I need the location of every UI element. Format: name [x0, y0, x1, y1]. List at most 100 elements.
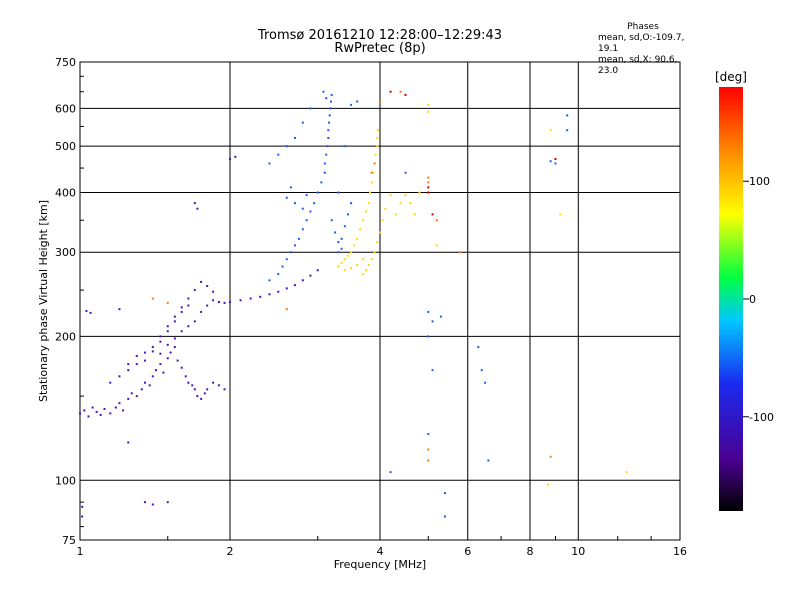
data-point	[379, 231, 381, 234]
data-point	[376, 145, 379, 148]
data-point	[301, 121, 304, 124]
data-point	[399, 90, 402, 93]
data-point	[427, 432, 430, 435]
y-tick-label: 400	[55, 186, 76, 199]
x-tick-label: 2	[227, 545, 234, 558]
data-point	[340, 237, 343, 240]
data-point	[143, 501, 146, 504]
data-point	[325, 153, 328, 156]
data-point	[193, 289, 196, 292]
data-point	[376, 241, 379, 244]
y-tick-label: 500	[55, 140, 76, 153]
data-point	[320, 181, 323, 184]
data-point	[234, 155, 237, 158]
data-point	[268, 279, 271, 282]
data-point	[376, 129, 379, 132]
data-point	[81, 515, 84, 518]
data-point	[316, 191, 319, 194]
data-point	[293, 137, 296, 140]
data-point	[143, 381, 146, 384]
data-point	[127, 363, 130, 366]
data-point	[301, 207, 304, 210]
data-point	[427, 310, 430, 313]
data-point	[549, 160, 552, 163]
data-point	[297, 237, 300, 240]
data-point	[356, 264, 359, 267]
data-point	[625, 471, 628, 474]
data-point	[389, 471, 392, 474]
data-point	[212, 299, 215, 302]
y-tick-label: 600	[55, 102, 76, 115]
data-point	[350, 267, 353, 270]
data-point	[159, 340, 162, 343]
data-point	[173, 337, 176, 340]
y-tick-label: 100	[55, 474, 76, 487]
data-point	[206, 304, 209, 307]
data-point	[427, 176, 430, 179]
data-point	[118, 308, 121, 311]
data-point	[427, 110, 430, 113]
data-point	[427, 459, 430, 462]
y-tick-label: 75	[62, 534, 76, 547]
data-point	[99, 413, 102, 416]
data-point	[166, 501, 169, 504]
data-point	[439, 315, 442, 318]
data-point	[343, 225, 346, 228]
phases-x-stats: mean, sd,X: 90.6, 23.0	[598, 55, 678, 76]
data-point	[193, 320, 196, 323]
data-point	[554, 162, 557, 165]
plot-area	[79, 61, 681, 541]
data-point	[166, 330, 169, 333]
data-point	[389, 194, 392, 197]
data-point	[435, 244, 438, 247]
x-tick-label: 4	[377, 545, 384, 558]
data-point	[193, 202, 196, 205]
data-point	[151, 297, 154, 300]
data-point	[83, 409, 86, 412]
data-point	[427, 448, 430, 451]
data-point	[389, 90, 392, 93]
data-point	[200, 280, 203, 283]
data-point	[547, 483, 550, 486]
data-point	[193, 388, 196, 391]
data-point	[330, 93, 333, 96]
data-point	[268, 293, 271, 296]
data-point	[203, 392, 206, 395]
data-point	[313, 202, 316, 205]
data-point	[289, 186, 292, 189]
data-point	[239, 299, 242, 302]
data-point	[427, 335, 430, 338]
data-point	[87, 415, 90, 418]
data-point	[114, 406, 117, 409]
data-point	[200, 310, 203, 313]
data-point	[369, 191, 372, 194]
data-point	[373, 251, 376, 254]
x-tick-label: 16	[673, 545, 687, 558]
data-point	[173, 346, 176, 349]
data-point	[217, 301, 220, 304]
data-point	[277, 290, 280, 293]
data-point	[79, 412, 81, 415]
data-point	[374, 153, 377, 156]
data-point	[122, 409, 125, 412]
data-point	[118, 375, 121, 378]
data-point	[327, 129, 330, 132]
data-point	[309, 274, 312, 277]
data-point	[229, 301, 231, 304]
phases-summary: Phases mean, sd,O:-109.7, 19.1 mean, sd,…	[598, 22, 688, 77]
data-point	[223, 301, 226, 304]
data-point	[268, 162, 271, 165]
data-point	[206, 388, 209, 391]
data-point	[212, 381, 215, 384]
data-point	[443, 515, 446, 518]
data-point	[127, 369, 130, 372]
data-point	[91, 406, 94, 409]
colorbar-unit-label: [deg]	[715, 70, 747, 84]
data-point	[200, 397, 203, 400]
phases-o-stats: mean, sd,O:-109.7, 19.1	[598, 33, 685, 54]
colorbar	[719, 87, 743, 511]
data-point	[293, 202, 296, 205]
data-point	[373, 162, 376, 165]
phases-title: Phases	[627, 22, 659, 32]
data-point	[95, 410, 98, 413]
